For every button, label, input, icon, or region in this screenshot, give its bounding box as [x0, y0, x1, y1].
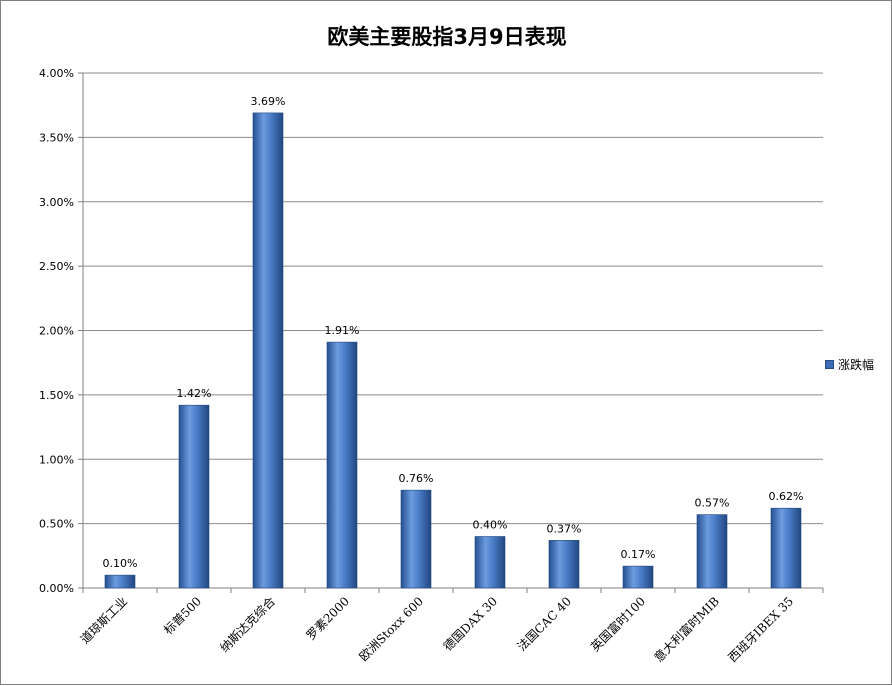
- data-label: 1.42%: [177, 387, 212, 400]
- x-tick-label: 欧洲Stoxx 600: [356, 594, 426, 664]
- bar: [104, 574, 136, 589]
- bar: [696, 514, 728, 589]
- legend-label: 涨跌幅: [838, 358, 875, 372]
- data-label: 3.69%: [251, 95, 286, 108]
- x-tick-label: 意大利富时MIB: [651, 593, 722, 664]
- y-tick-label: 3.50%: [39, 131, 74, 144]
- x-tick-label: 标普500: [161, 594, 204, 637]
- y-tick-label: 1.50%: [39, 389, 74, 402]
- data-label: 0.37%: [547, 522, 582, 535]
- data-label: 0.57%: [695, 497, 730, 510]
- legend: 涨跌幅: [825, 356, 874, 373]
- y-tick-label: 4.00%: [39, 67, 74, 80]
- legend-swatch: [825, 360, 834, 369]
- x-tick-label: 纳斯达克综合: [217, 594, 279, 656]
- bar: [252, 112, 284, 589]
- bar: [400, 489, 432, 589]
- data-labels: 0.10% 1.42% 3.69% 1.91% 0.76% 0.40% 0.37% 0.17%…: [103, 95, 804, 570]
- x-tick-label: 法国CAC 40: [515, 594, 574, 653]
- y-tick-label: 3.00%: [39, 196, 74, 209]
- x-tick-label: 罗素2000: [304, 594, 352, 642]
- bar: [326, 341, 358, 589]
- bars: [104, 112, 802, 589]
- y-tick-label: 2.50%: [39, 260, 74, 273]
- y-tick-label: 2.00%: [39, 325, 74, 338]
- data-label: 1.91%: [325, 324, 360, 337]
- data-label: 0.17%: [621, 548, 656, 561]
- bar: [622, 565, 654, 589]
- bar: [474, 536, 506, 589]
- bar: [548, 540, 580, 589]
- bar: [770, 507, 802, 589]
- data-label: 0.76%: [399, 472, 434, 485]
- chart-title: 欧美主要股指3月9日表现: [327, 25, 567, 49]
- bar: [178, 404, 210, 589]
- x-tick-label: 西班牙IBEX 35: [725, 594, 796, 665]
- x-tick-label: 英国富时100: [587, 594, 648, 655]
- y-tick-label: 0.50%: [39, 518, 74, 531]
- data-label: 0.40%: [473, 519, 508, 532]
- data-label: 0.10%: [103, 557, 138, 570]
- y-tick-label: 0.00%: [39, 582, 74, 595]
- x-tick-label: 道琼斯工业: [77, 594, 130, 647]
- data-label: 0.62%: [769, 490, 804, 503]
- y-tick-label: 1.00%: [39, 453, 74, 466]
- x-tick-label: 德国DAX 30: [440, 594, 500, 654]
